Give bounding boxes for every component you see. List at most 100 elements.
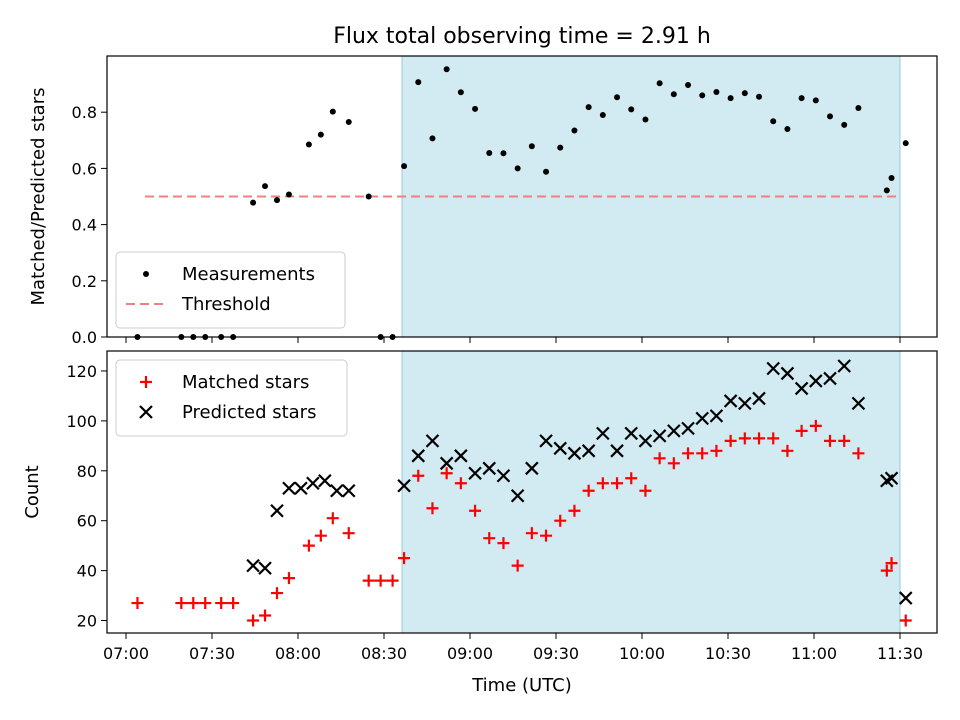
data-point — [454, 477, 467, 490]
data-point — [667, 457, 680, 470]
data-point — [250, 199, 257, 206]
data-point — [823, 371, 837, 386]
legend-label: Measurements — [182, 264, 315, 285]
data-point — [510, 488, 525, 503]
chart-title: Flux total observing time = 2.91 h — [333, 24, 711, 49]
data-point — [468, 466, 482, 481]
data-point — [314, 529, 327, 542]
data-point — [557, 144, 564, 151]
data-point — [425, 434, 440, 448]
data-point — [247, 614, 260, 627]
data-point — [596, 477, 609, 490]
data-point — [639, 484, 652, 497]
data-point — [215, 597, 228, 610]
data-point — [454, 449, 468, 463]
data-point — [699, 92, 706, 99]
data-point — [412, 469, 425, 482]
data-point — [262, 183, 269, 190]
data-point — [528, 143, 535, 150]
data-point — [753, 432, 766, 445]
y-axis-label: Matched/Predicted stars — [28, 88, 49, 306]
data-point — [738, 396, 752, 411]
data-point — [411, 449, 426, 463]
data-point — [652, 429, 667, 443]
data-point — [709, 409, 724, 423]
series-matched-stars — [131, 419, 912, 627]
data-point — [756, 93, 763, 100]
x-tick-label: 11:00 — [791, 644, 837, 663]
data-point — [780, 366, 795, 381]
legend-swatch — [143, 271, 149, 277]
data-point — [365, 193, 372, 200]
data-point — [270, 503, 284, 518]
y-tick-label: 100 — [66, 412, 97, 431]
data-point — [497, 537, 510, 550]
data-point — [227, 597, 240, 610]
data-point — [472, 105, 479, 112]
data-point — [599, 112, 606, 119]
y-axis-label: Count — [22, 465, 43, 518]
data-point — [482, 461, 497, 476]
data-point — [326, 512, 339, 525]
data-point — [568, 504, 581, 517]
y-tick-label: 60 — [77, 512, 97, 531]
data-point — [483, 532, 496, 545]
data-point — [837, 359, 851, 373]
data-point — [140, 376, 152, 388]
data-point — [469, 504, 482, 517]
data-point — [341, 483, 356, 498]
data-point — [187, 597, 200, 610]
legend-label: Predicted stars — [182, 402, 316, 423]
data-point — [440, 467, 453, 480]
data-point — [713, 88, 720, 95]
data-point — [695, 411, 710, 426]
data-point — [139, 405, 153, 419]
y-tick-label: 0.2 — [72, 272, 97, 291]
data-point — [345, 119, 352, 126]
data-point — [273, 197, 280, 204]
data-point — [553, 441, 568, 456]
data-point — [525, 527, 538, 540]
data-point — [362, 574, 375, 587]
data-point — [199, 597, 212, 610]
data-point — [741, 90, 748, 97]
data-point — [812, 97, 819, 104]
data-point — [752, 391, 766, 406]
data-point — [682, 447, 695, 460]
series-measurements — [134, 66, 909, 340]
y-tick-label: 0.0 — [72, 328, 97, 347]
y-tick-label: 0.4 — [72, 216, 97, 235]
x-tick-label: 08:00 — [275, 644, 321, 663]
data-point — [571, 127, 578, 134]
data-point — [838, 434, 851, 447]
data-point — [329, 108, 336, 115]
y-tick-label: 80 — [77, 462, 97, 481]
data-point — [795, 424, 808, 437]
data-point — [443, 66, 450, 73]
x-tick-label: 09:30 — [533, 644, 579, 663]
data-point — [738, 432, 751, 445]
y-tick-label: 20 — [77, 612, 97, 631]
data-point — [543, 168, 550, 175]
data-point — [318, 473, 332, 488]
data-point — [426, 502, 439, 515]
y-tick-label: 0.6 — [72, 159, 97, 178]
x-tick-label: 11:30 — [877, 644, 923, 663]
data-point — [851, 396, 866, 411]
data-point — [285, 191, 292, 198]
data-point — [653, 452, 666, 465]
data-point — [496, 469, 511, 483]
data-point — [888, 174, 895, 181]
data-point — [486, 149, 493, 156]
data-point — [809, 374, 823, 388]
data-point — [317, 131, 324, 138]
data-point — [457, 89, 464, 96]
data-point — [902, 140, 909, 147]
y-tick-label: 0.8 — [72, 103, 97, 122]
data-point — [696, 447, 709, 460]
data-point — [638, 434, 653, 448]
legend-swatch — [139, 405, 153, 419]
data-point — [386, 574, 399, 587]
data-point — [824, 434, 837, 447]
